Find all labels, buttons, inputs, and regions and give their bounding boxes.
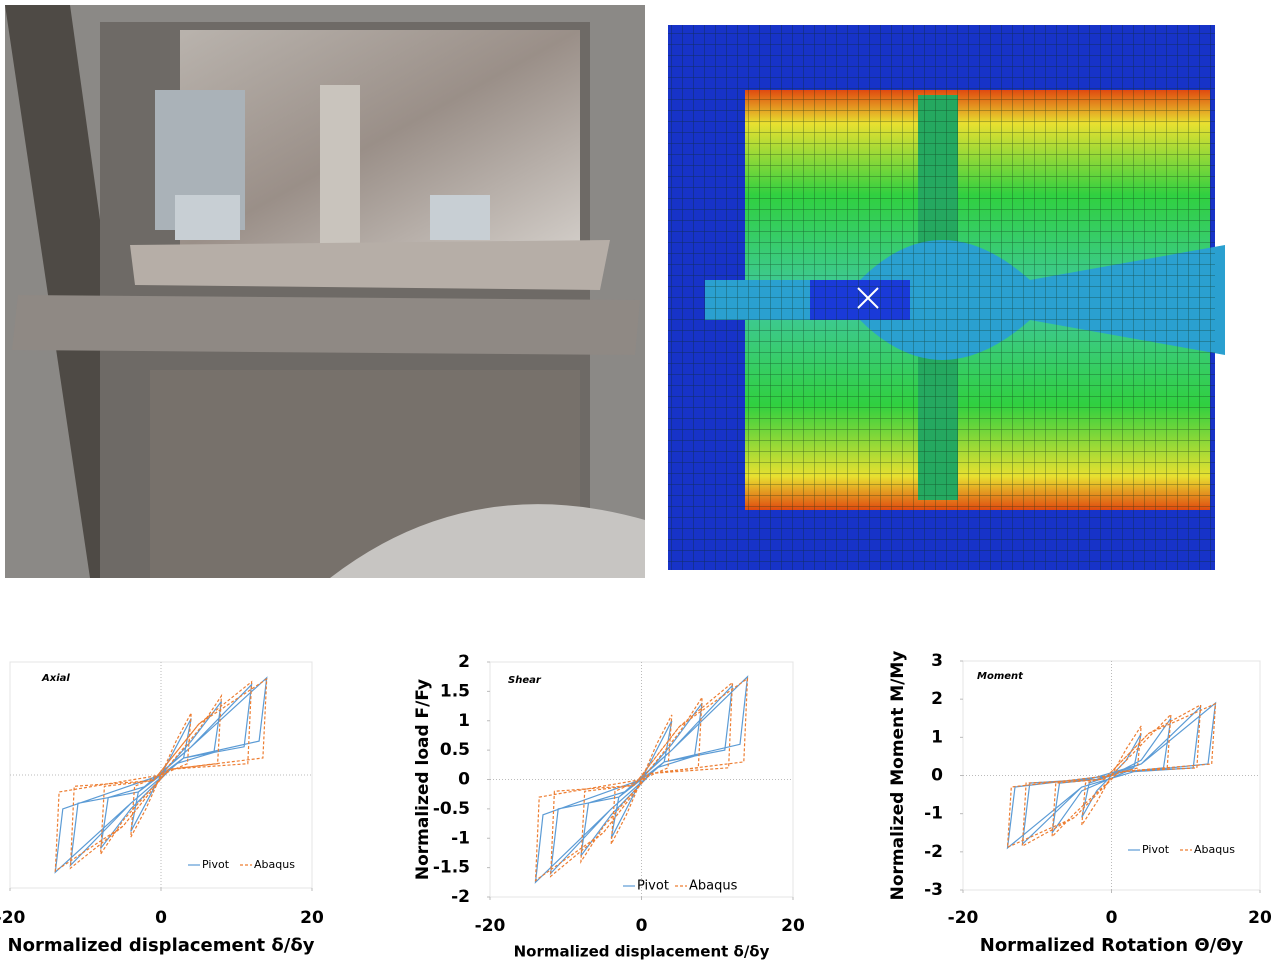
x-tick-label: -20 — [475, 916, 506, 936]
x-axis-label: Normalized Rotation Θ/Θy — [980, 935, 1244, 956]
specimen-photo — [5, 5, 645, 578]
x-tick-label: 20 — [300, 908, 324, 928]
y-tick-label: 1.5 — [440, 681, 470, 701]
figure: -20020AxialNormalized displacement δ/δyP… — [0, 0, 1288, 960]
y-tick-label: -2 — [924, 842, 943, 862]
y-tick-label: -0.5 — [433, 799, 470, 819]
legend-label: Pivot — [1142, 843, 1170, 856]
fe-model — [668, 25, 1225, 570]
x-tick-label: 0 — [1106, 908, 1118, 928]
x-tick-label: 20 — [781, 916, 805, 936]
x-tick-label: 0 — [636, 916, 648, 936]
y-tick-label: 1 — [458, 711, 470, 731]
y-tick-label: -3 — [924, 880, 943, 900]
y-tick-label: 1 — [931, 727, 943, 747]
legend-label: Abaqus — [689, 879, 738, 894]
y-tick-label: 0 — [931, 766, 943, 786]
y-tick-label: 3 — [931, 651, 943, 671]
x-tick-label: -20 — [0, 908, 26, 928]
chart-annotation: Axial — [41, 673, 70, 684]
x-tick-label: 20 — [1248, 908, 1272, 928]
y-axis-label: Normalized load F/Fy — [413, 679, 433, 880]
y-tick-label: -1 — [924, 804, 943, 824]
chart-annotation: Shear — [508, 675, 542, 686]
y-axis-label: Normalized Moment M/My — [888, 651, 908, 901]
x-axis-label: Normalized displacement δ/δy — [8, 935, 315, 956]
y-tick-label: -1.5 — [433, 858, 470, 878]
y-tick-label: 0 — [458, 770, 470, 790]
y-tick-label: 0.5 — [440, 740, 470, 760]
legend-label: Abaqus — [1194, 843, 1235, 856]
legend-label: Pivot — [202, 858, 230, 871]
x-tick-label: 0 — [155, 908, 167, 928]
y-tick-label: 2 — [458, 652, 470, 672]
legend-label: Abaqus — [254, 858, 295, 871]
y-tick-label: 2 — [931, 689, 943, 709]
x-axis-label: Normalized displacement δ/δy — [514, 943, 770, 960]
y-tick-label: -1 — [451, 828, 470, 848]
legend-label: Pivot — [637, 879, 669, 894]
x-tick-label: -20 — [948, 908, 979, 928]
chart-annotation: Moment — [977, 671, 1024, 682]
y-tick-label: -2 — [451, 887, 470, 907]
